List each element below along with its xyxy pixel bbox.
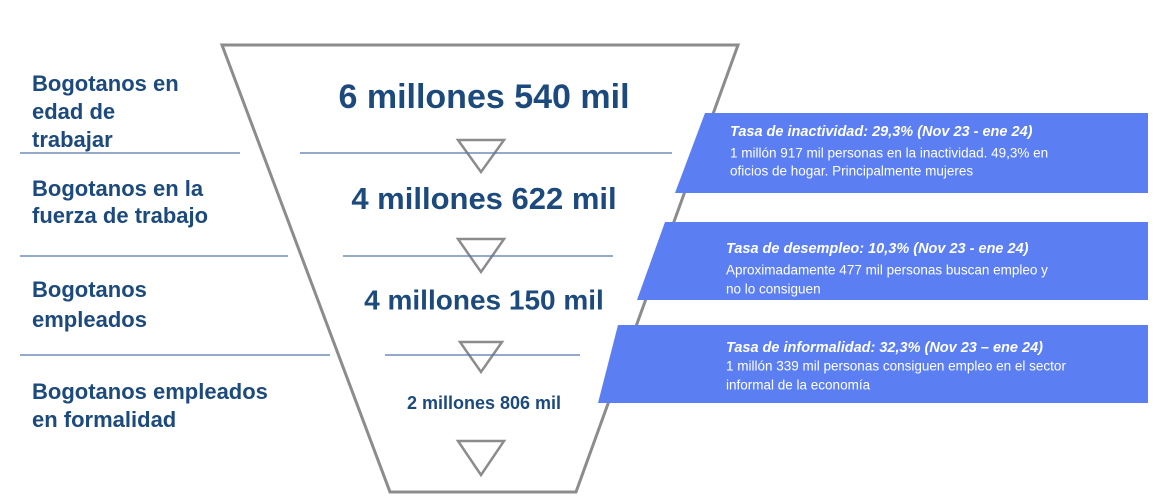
stage-label: Bogotanos xyxy=(32,277,147,302)
callout-title: Tasa de inactividad: 29,3% (Nov 23 - ene… xyxy=(730,124,1033,140)
callout-boxes xyxy=(598,113,1148,403)
stage-label: Bogotanos en xyxy=(32,71,179,96)
stage-label: fuerza de trabajo xyxy=(32,203,208,228)
callout-body: oficios de hogar. Principalmente mujeres xyxy=(730,164,973,179)
stage-label: edad de xyxy=(32,99,115,124)
callout-body: no lo consiguen xyxy=(726,282,821,297)
callout-body: informal de la economía xyxy=(726,378,871,393)
stage-label: Bogotanos en la xyxy=(32,176,204,201)
stage-label: Bogotanos empleados xyxy=(32,379,268,404)
divider-lines xyxy=(20,152,672,356)
callout-title: Tasa de informalidad: 32,3% (Nov 23 – en… xyxy=(726,340,1043,356)
stage-label: en formalidad xyxy=(32,407,176,432)
stage-value: 4 millones 622 mil xyxy=(351,181,616,216)
callout-body: 1 millón 917 mil personas en la inactivi… xyxy=(730,146,1048,161)
callout-body: 1 millón 339 mil personas consiguen empl… xyxy=(726,359,1066,374)
stage-label: trabajar xyxy=(32,127,113,152)
stage-value: 4 millones 150 mil xyxy=(364,284,604,315)
callout-title: Tasa de desempleo: 10,3% (Nov 23 - ene 2… xyxy=(726,241,1029,257)
stage-value: 2 millones 806 mil xyxy=(407,393,561,413)
callout-body: Aproximadamente 477 mil personas buscan … xyxy=(726,263,1048,278)
stage-label: empleados xyxy=(32,307,147,332)
stage-value: 6 millones 540 mil xyxy=(338,78,629,116)
